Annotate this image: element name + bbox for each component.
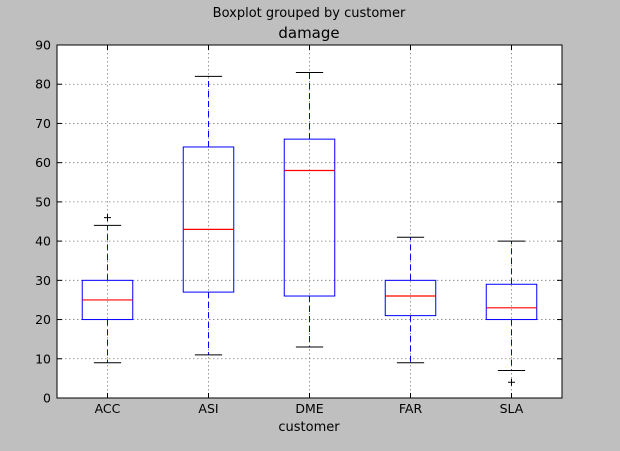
box-far <box>384 236 437 364</box>
box-acc <box>81 214 134 364</box>
x-tick-label: ASI <box>198 401 218 416</box>
iqr-box <box>182 146 235 293</box>
y-axis: 0 10 20 30 40 50 60 70 80 90 <box>35 38 562 406</box>
outlier-point <box>104 214 111 222</box>
chart-suptitle: Boxplot grouped by customer <box>213 6 406 21</box>
iqr-box <box>283 138 336 297</box>
x-tick-label: FAR <box>399 401 423 416</box>
iqr-box <box>384 279 437 317</box>
y-tick-label: 20 <box>35 312 51 327</box>
x-tick-label: ACC <box>95 401 121 416</box>
x-tick-label: SLA <box>500 401 524 416</box>
y-tick-label: 80 <box>35 77 51 92</box>
y-tick-label: 70 <box>35 116 51 131</box>
outlier-point <box>508 378 515 386</box>
box-sla <box>485 240 538 386</box>
y-tick-label: 10 <box>35 351 51 366</box>
y-tick-label: 60 <box>35 155 51 170</box>
iqr-box <box>485 283 538 321</box>
y-tick-label: 40 <box>35 234 51 249</box>
y-tick-label: 30 <box>35 273 51 288</box>
y-tick-label: 0 <box>43 391 51 406</box>
x-axis: ACC ASI DME FAR SLA <box>95 45 524 416</box>
x-tick-label: DME <box>295 401 323 416</box>
y-tick-label: 50 <box>35 194 51 209</box>
x-axis-label: customer <box>278 420 340 435</box>
y-tick-label: 90 <box>35 38 51 53</box>
box-dme <box>283 71 336 348</box>
box-asi <box>182 75 235 356</box>
chart-title: damage <box>278 24 339 42</box>
box-layer <box>81 71 538 386</box>
